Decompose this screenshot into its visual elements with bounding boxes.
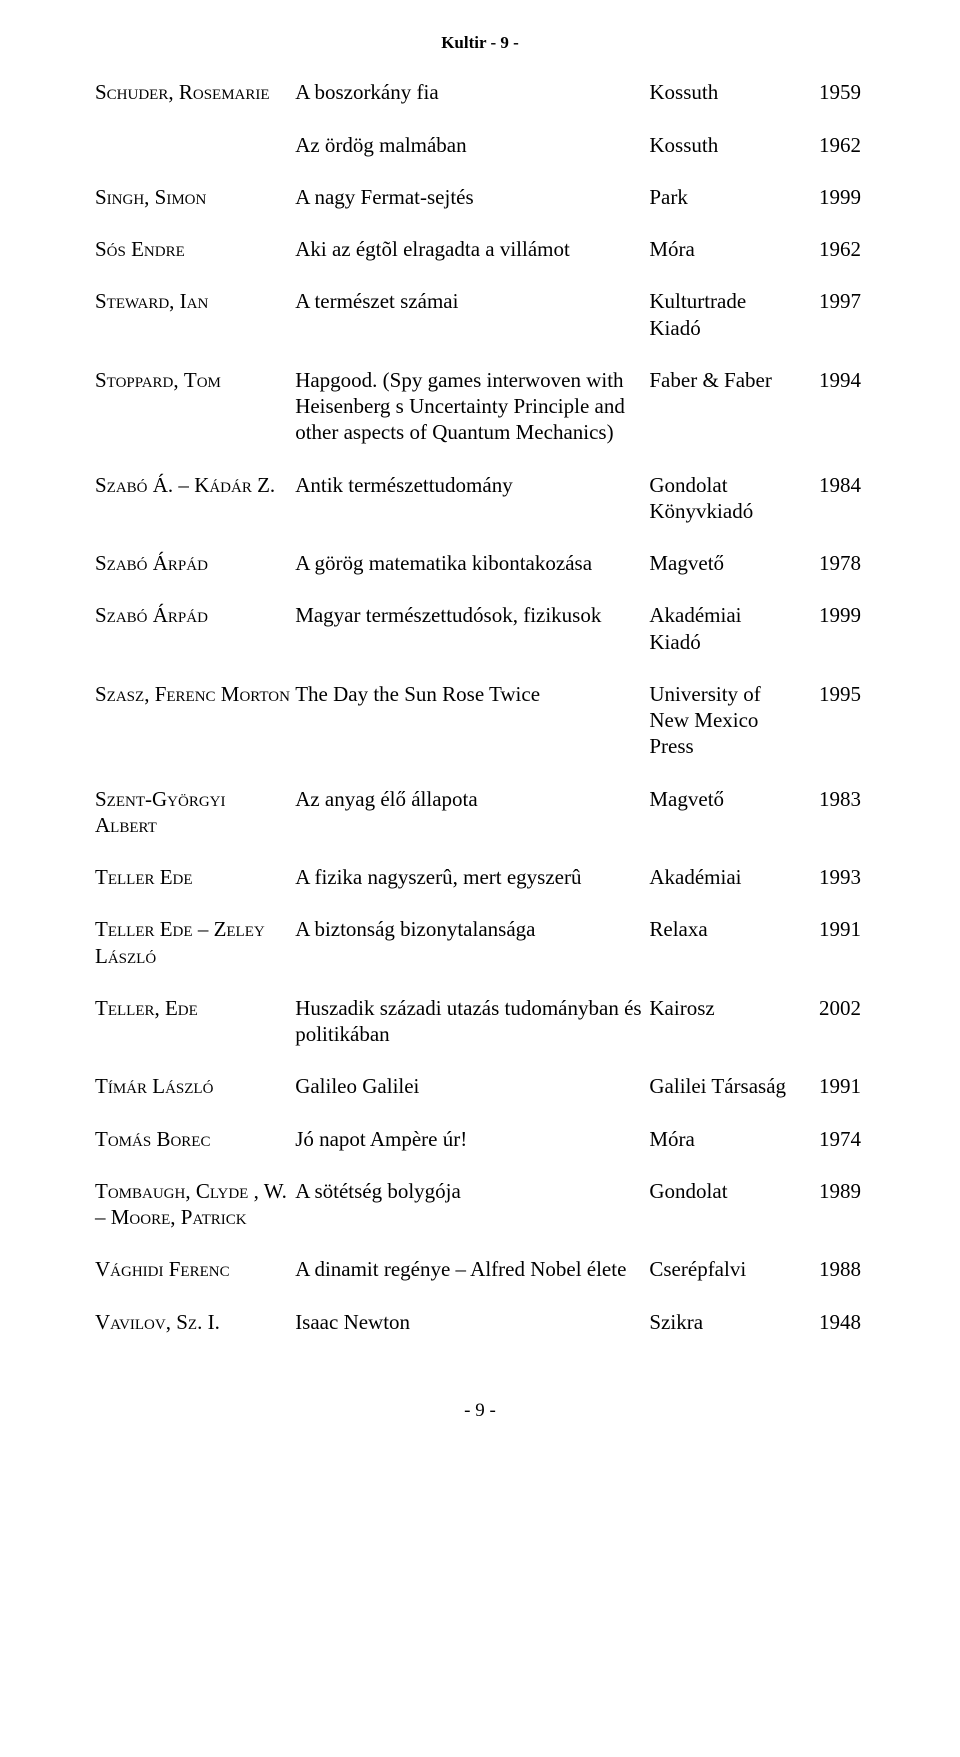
publisher-cell: Magvető: [649, 550, 793, 602]
title-cell: A görög matematika kibontakozása: [295, 550, 649, 602]
author-cell: Szabó Á. – Kádár Z.: [95, 472, 295, 551]
year-cell: 1974: [793, 1126, 865, 1178]
publisher-cell: Móra: [649, 1126, 793, 1178]
year-cell: 1978: [793, 550, 865, 602]
year-cell: 1948: [793, 1309, 865, 1361]
publisher-cell: Galilei Társaság: [649, 1073, 793, 1125]
publisher-cell: Relaxa: [649, 916, 793, 995]
publisher-cell: Gondolat: [649, 1178, 793, 1257]
publisher-cell: Faber & Faber: [649, 367, 793, 472]
bibliography-table: Schuder, RosemarieA boszorkány fiaKossut…: [95, 79, 865, 1361]
title-cell: A sötétség bolygója: [295, 1178, 649, 1257]
year-cell: 1984: [793, 472, 865, 551]
publisher-cell: University of New Mexico Press: [649, 681, 793, 786]
publisher-cell: Kulturtrade Kiadó: [649, 288, 793, 367]
author-cell: Sós Endre: [95, 236, 295, 288]
title-cell: Jó napot Ampère úr!: [295, 1126, 649, 1178]
publisher-cell: Cserépfalvi: [649, 1256, 793, 1308]
author-cell: Teller Ede: [95, 864, 295, 916]
year-cell: 1999: [793, 602, 865, 681]
table-row: Vavilov, Sz. I.Isaac NewtonSzikra1948: [95, 1309, 865, 1361]
table-row: Singh, SimonA nagy Fermat-sejtésPark1999: [95, 184, 865, 236]
table-row: Steward, IanA természet számaiKulturtrad…: [95, 288, 865, 367]
title-cell: A természet számai: [295, 288, 649, 367]
author-cell: Stoppard, Tom: [95, 367, 295, 472]
table-row: Sós EndreAki az égtõl elragadta a villám…: [95, 236, 865, 288]
table-row: Szabó ÁrpádA görög matematika kibontakoz…: [95, 550, 865, 602]
title-cell: Huszadik századi utazás tudományban és p…: [295, 995, 649, 1074]
title-cell: The Day the Sun Rose Twice: [295, 681, 649, 786]
author-cell: Teller, Ede: [95, 995, 295, 1074]
table-row: Vághidi FerencA dinamit regénye – Alfred…: [95, 1256, 865, 1308]
table-row: Stoppard, TomHapgood. (Spy games interwo…: [95, 367, 865, 472]
table-row: Teller EdeA fizika nagyszerû, mert egysz…: [95, 864, 865, 916]
author-cell: Szabó Árpád: [95, 550, 295, 602]
year-cell: 1993: [793, 864, 865, 916]
publisher-cell: Gondolat Könyvkiadó: [649, 472, 793, 551]
publisher-cell: Akadémiai Kiadó: [649, 602, 793, 681]
title-cell: A nagy Fermat-sejtés: [295, 184, 649, 236]
year-cell: 1995: [793, 681, 865, 786]
publisher-cell: Kossuth: [649, 79, 793, 131]
page-header: Kultir - 9 -: [95, 32, 865, 53]
year-cell: 1991: [793, 916, 865, 995]
title-cell: Aki az égtõl elragadta a villámot: [295, 236, 649, 288]
author-cell: Tímár László: [95, 1073, 295, 1125]
author-cell: Szasz, Ferenc Morton: [95, 681, 295, 786]
table-row: Schuder, RosemarieA boszorkány fiaKossut…: [95, 79, 865, 131]
title-cell: A dinamit regénye – Alfred Nobel élete: [295, 1256, 649, 1308]
year-cell: 1988: [793, 1256, 865, 1308]
year-cell: 1962: [793, 236, 865, 288]
title-cell: Antik természettudomány: [295, 472, 649, 551]
author-cell: Schuder, Rosemarie: [95, 79, 295, 131]
title-cell: Az ördög malmában: [295, 132, 649, 184]
publisher-cell: Szikra: [649, 1309, 793, 1361]
year-cell: 1994: [793, 367, 865, 472]
publisher-cell: Kairosz: [649, 995, 793, 1074]
title-cell: Magyar természettudósok, fizikusok: [295, 602, 649, 681]
title-cell: Isaac Newton: [295, 1309, 649, 1361]
author-cell: Tombaugh, Clyde , W. – Moore, Patrick: [95, 1178, 295, 1257]
year-cell: 1959: [793, 79, 865, 131]
year-cell: 1983: [793, 786, 865, 865]
author-cell: Teller Ede – Zeley László: [95, 916, 295, 995]
table-row: Teller Ede – Zeley LászlóA biztonság biz…: [95, 916, 865, 995]
page: Kultir - 9 - Schuder, RosemarieA boszork…: [0, 0, 960, 1463]
author-cell: Singh, Simon: [95, 184, 295, 236]
table-row: Szabó ÁrpádMagyar természettudósok, fizi…: [95, 602, 865, 681]
author-cell: Vavilov, Sz. I.: [95, 1309, 295, 1361]
publisher-cell: Magvető: [649, 786, 793, 865]
author-cell: Tomás Borec: [95, 1126, 295, 1178]
author-cell: [95, 132, 295, 184]
table-row: Szabó Á. – Kádár Z.Antik természettudomá…: [95, 472, 865, 551]
publisher-cell: Kossuth: [649, 132, 793, 184]
publisher-cell: Móra: [649, 236, 793, 288]
table-row: Tombaugh, Clyde , W. – Moore, PatrickA s…: [95, 1178, 865, 1257]
author-cell: Szent-Györgyi Albert: [95, 786, 295, 865]
table-row: Szent-Györgyi AlbertAz anyag élő állapot…: [95, 786, 865, 865]
year-cell: 1991: [793, 1073, 865, 1125]
title-cell: Galileo Galilei: [295, 1073, 649, 1125]
year-cell: 1962: [793, 132, 865, 184]
author-cell: Szabó Árpád: [95, 602, 295, 681]
table-row: Az ördög malmábanKossuth1962: [95, 132, 865, 184]
author-cell: Steward, Ian: [95, 288, 295, 367]
table-row: Tímár LászlóGalileo GalileiGalilei Társa…: [95, 1073, 865, 1125]
year-cell: 1989: [793, 1178, 865, 1257]
title-cell: A biztonság bizonytalansága: [295, 916, 649, 995]
publisher-cell: Akadémiai: [649, 864, 793, 916]
title-cell: Hapgood. (Spy games interwoven with Heis…: [295, 367, 649, 472]
title-cell: Az anyag élő állapota: [295, 786, 649, 865]
year-cell: 1997: [793, 288, 865, 367]
year-cell: 1999: [793, 184, 865, 236]
year-cell: 2002: [793, 995, 865, 1074]
table-row: Tomás BorecJó napot Ampère úr!Móra1974: [95, 1126, 865, 1178]
author-cell: Vághidi Ferenc: [95, 1256, 295, 1308]
title-cell: A boszorkány fia: [295, 79, 649, 131]
title-cell: A fizika nagyszerû, mert egyszerû: [295, 864, 649, 916]
table-row: Szasz, Ferenc MortonThe Day the Sun Rose…: [95, 681, 865, 786]
publisher-cell: Park: [649, 184, 793, 236]
table-row: Teller, EdeHuszadik századi utazás tudom…: [95, 995, 865, 1074]
page-footer: - 9 -: [95, 1399, 865, 1423]
